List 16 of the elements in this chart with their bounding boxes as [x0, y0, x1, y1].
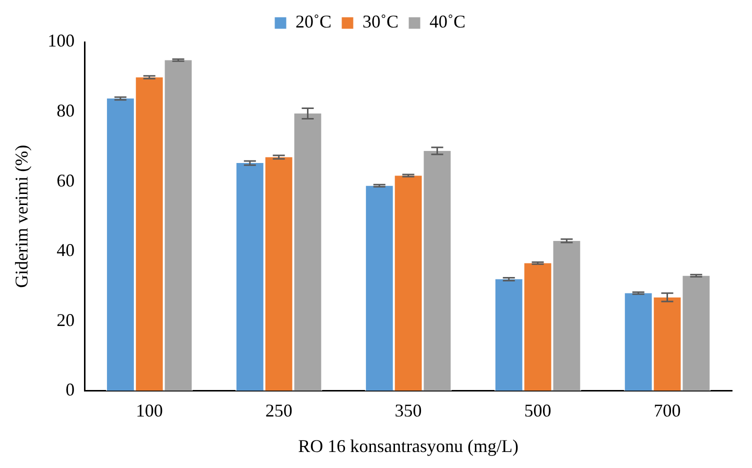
y-tick-label: 40 [56, 240, 75, 260]
legend-label: 40˚C [430, 12, 466, 32]
y-tick-label: 20 [56, 310, 75, 330]
y-tick-label: 80 [56, 100, 75, 120]
x-tick-label: 500 [524, 400, 552, 420]
legend-label: 20˚C [296, 12, 332, 32]
y-tick-label: 0 [66, 380, 75, 400]
y-tick-label: 60 [56, 170, 75, 190]
x-tick-label: 250 [265, 400, 292, 420]
x-axis-title: RO 16 konsantrasyonu (mg/L) [298, 436, 519, 456]
x-tick-label: 350 [394, 400, 422, 420]
y-axis-title: Giderim verimi (%) [12, 144, 32, 288]
x-tick-label: 700 [654, 400, 681, 420]
legend-label: 30˚C [362, 12, 398, 32]
y-tick-label: 100 [48, 30, 75, 51]
x-tick-label: 100 [136, 400, 163, 420]
